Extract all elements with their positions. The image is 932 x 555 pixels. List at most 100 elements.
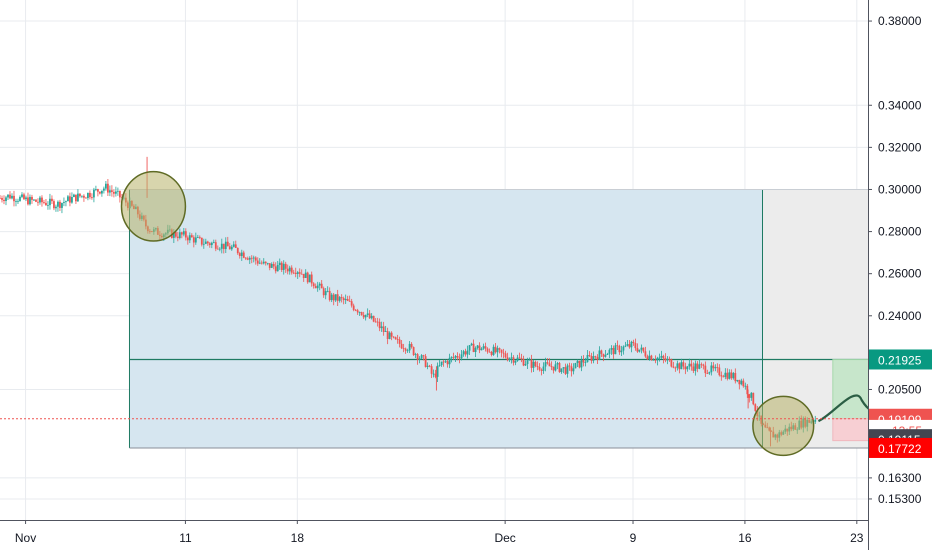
candle-body [594, 356, 597, 358]
candle-body [548, 363, 551, 367]
candle-body [91, 197, 93, 199]
candle-body [624, 345, 627, 347]
candle-body [468, 345, 471, 351]
y-tick-label: 0.24000 [878, 309, 922, 323]
y-tick-label: 0.30000 [878, 182, 922, 196]
candle-body [282, 263, 285, 270]
candle-body [244, 257, 247, 259]
candle-body [394, 337, 397, 340]
candle-body [7, 194, 9, 198]
candle-body [720, 375, 723, 377]
candle-body [424, 356, 427, 367]
candle-body [580, 359, 583, 368]
candle-body [342, 298, 345, 301]
candle-body [392, 336, 395, 338]
candle-body [708, 372, 711, 374]
candle-body [47, 205, 49, 206]
candle-body [83, 195, 85, 198]
candle-body [440, 361, 443, 366]
y-tick-label: 0.16300 [878, 471, 922, 485]
candle-body [688, 363, 691, 367]
candle-body [622, 346, 625, 351]
candle-body [194, 237, 197, 243]
candle-body [360, 312, 363, 315]
candle-body [322, 288, 325, 296]
candle-body [718, 367, 721, 376]
candle-body [742, 380, 745, 387]
candle-body [652, 359, 655, 361]
candle-body [25, 197, 27, 200]
candle-body [746, 385, 749, 395]
candle-body [0, 197, 1, 199]
candle-body [204, 241, 207, 244]
candle-body [520, 358, 523, 360]
candle-body [45, 202, 47, 206]
candle-body [11, 195, 13, 199]
candle-body [328, 290, 331, 301]
candle-body [686, 366, 689, 370]
candle-body [298, 272, 301, 274]
candle-body [43, 202, 45, 203]
candle-body [67, 196, 69, 202]
candle-body [330, 294, 333, 301]
candle-body [254, 257, 257, 261]
candle-body [312, 283, 315, 287]
candle-body [754, 404, 757, 411]
candle-body [534, 361, 537, 367]
candle-body [250, 257, 253, 259]
candle-body [536, 366, 539, 368]
candle-body [502, 352, 505, 354]
candle-body [630, 341, 633, 348]
candle-body [57, 201, 59, 207]
candle-body [724, 372, 727, 377]
candle-body [212, 242, 215, 244]
candle-body [618, 346, 621, 353]
candle-body [482, 346, 485, 349]
candle-body [368, 313, 371, 319]
candle-body [256, 260, 259, 264]
candle-body [568, 365, 571, 367]
candle-body [696, 363, 699, 369]
candle-body [334, 294, 337, 301]
candle-body [676, 363, 679, 368]
candle-body [728, 372, 731, 379]
candle-body [694, 363, 697, 371]
candle-body [466, 350, 469, 355]
candle-body [226, 241, 229, 247]
candle-body [412, 347, 415, 355]
time-axis-background [0, 520, 932, 550]
candle-body [656, 357, 659, 361]
candle-body [79, 193, 81, 197]
candle-body [738, 379, 741, 385]
candle-body [65, 201, 67, 203]
candle-body [636, 348, 639, 352]
candle-body [734, 372, 737, 382]
candle-body [214, 242, 217, 249]
candle-body [266, 263, 269, 264]
candle-body [692, 366, 695, 371]
candle-body [288, 267, 291, 272]
candle-body [304, 272, 307, 278]
candle-body [208, 243, 211, 246]
candle-body [464, 351, 467, 355]
candle-body [404, 348, 407, 351]
candle-body [234, 244, 237, 248]
candle-body [646, 356, 649, 360]
candle-body [1, 197, 3, 200]
candle-body [470, 343, 473, 346]
candle-body [518, 357, 521, 359]
y-tick-label: 0.34000 [878, 98, 922, 112]
candle-body [81, 195, 83, 197]
candle-body [272, 263, 275, 267]
candle-body [362, 314, 365, 318]
candle-body [510, 357, 513, 359]
candle-body [474, 347, 477, 353]
candle-body [460, 354, 463, 359]
candle-body [87, 192, 89, 199]
fib-retracement-box [129, 189, 763, 448]
candle-body [486, 348, 489, 352]
candle-body [542, 366, 545, 371]
candle-body [560, 368, 563, 373]
highlight-circle [752, 395, 815, 457]
